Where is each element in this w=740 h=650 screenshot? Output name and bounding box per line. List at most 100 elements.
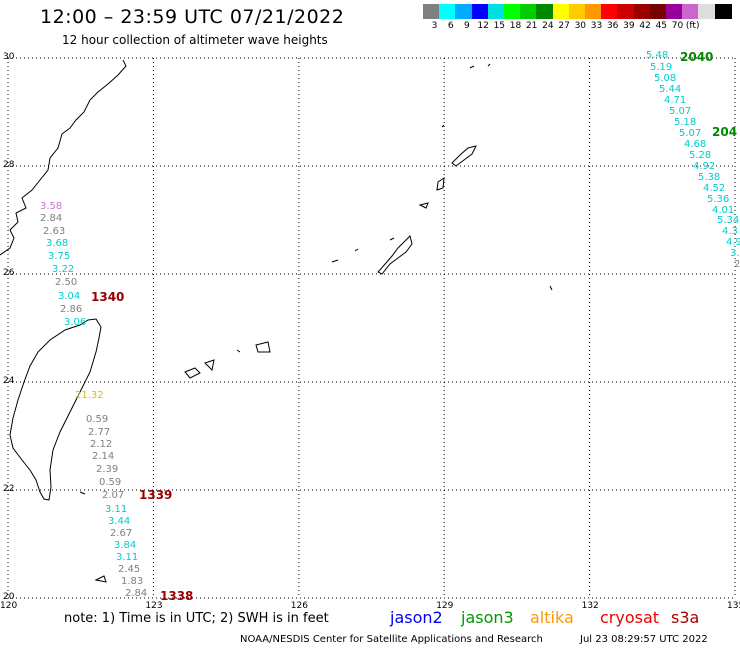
lat-tick-label: 24 bbox=[3, 376, 15, 386]
swh-value: 3.58 bbox=[40, 201, 63, 212]
scale-swatch bbox=[471, 4, 489, 19]
map-title: 12:00 – 23:59 UTC 07/21/2022 bbox=[40, 6, 345, 28]
swh-value: 1.83 bbox=[121, 576, 144, 587]
scale-swatch bbox=[487, 4, 505, 19]
swh-value: 5.28 bbox=[689, 150, 712, 161]
swh-value: 2.67 bbox=[110, 528, 133, 539]
sat-label-cryosat: cryosat bbox=[600, 608, 660, 627]
scale-swatch bbox=[585, 4, 602, 19]
sat-label-jason2: jason2 bbox=[390, 608, 443, 627]
swh-value: 5.19 bbox=[650, 62, 673, 73]
swh-value: 5.18 bbox=[674, 117, 697, 128]
swh-value: 5.34 bbox=[717, 215, 740, 226]
swh-value: 4.01 bbox=[712, 205, 735, 216]
china-coast bbox=[0, 59, 127, 256]
swh-value: 2.12 bbox=[90, 439, 113, 450]
swh-value: 0.59 bbox=[86, 414, 109, 425]
islands bbox=[79, 63, 553, 583]
pass-label-2040: 2040 bbox=[680, 50, 714, 64]
swh-value: 5.07 bbox=[669, 106, 692, 117]
scale-label: 45 bbox=[655, 21, 668, 31]
swh-value: 3.11 bbox=[116, 552, 139, 563]
scale-swatch bbox=[520, 4, 538, 19]
scale-swatch bbox=[439, 4, 457, 19]
swh-value: 5.48 bbox=[646, 50, 669, 61]
lat-tick-label: 28 bbox=[3, 160, 15, 170]
swh-value: 3.11 bbox=[105, 504, 128, 515]
okinawa-coast bbox=[377, 235, 413, 275]
swh-value: 3.75 bbox=[48, 251, 71, 262]
swh-value: 5.36 bbox=[707, 194, 730, 205]
lon-tick-label: 126 bbox=[290, 601, 308, 611]
swh-value: 5.44 bbox=[659, 84, 682, 95]
scale-label: 21 bbox=[525, 21, 538, 31]
lon-tick-label: 135 bbox=[727, 601, 740, 611]
footnote: note: 1) Time is in UTC; 2) SWH is in fe… bbox=[64, 611, 329, 626]
scale-swatch bbox=[601, 4, 619, 19]
lon-tick-label: 120 bbox=[0, 601, 18, 611]
scale-swatch bbox=[617, 4, 635, 19]
swh-value: 3.44 bbox=[108, 516, 131, 527]
swh-value: 4.9 bbox=[726, 237, 740, 248]
scale-label: 27 bbox=[558, 21, 570, 31]
swh-value: 2.45 bbox=[118, 564, 141, 575]
scale-label: 70 bbox=[671, 21, 684, 31]
amami-coast bbox=[451, 145, 477, 167]
scale-label: 18 bbox=[509, 21, 522, 31]
lat-tick-label: 20 bbox=[3, 592, 15, 602]
scale-swatch bbox=[682, 4, 700, 19]
swh-value: 2.63 bbox=[43, 226, 66, 237]
pass-label-204: 204 bbox=[712, 125, 738, 139]
swh-value: 3. bbox=[730, 248, 740, 259]
scale-label: 3 bbox=[431, 21, 438, 31]
swh-value: 2.86 bbox=[60, 304, 83, 315]
scale-unit: (ft) bbox=[685, 21, 700, 31]
scale-label: 12 bbox=[477, 21, 489, 31]
scale-label: 24 bbox=[542, 21, 554, 31]
pass-label-1339: 1339 bbox=[139, 488, 173, 502]
scale-swatch bbox=[666, 4, 683, 19]
scale-label: 6 bbox=[447, 21, 454, 31]
scale-swatch bbox=[714, 4, 732, 19]
sat-label-s3a: s3a bbox=[671, 608, 700, 627]
sat-label-altika: altika bbox=[530, 608, 574, 627]
lat-tick-label: 26 bbox=[3, 268, 15, 278]
scale-label: 36 bbox=[606, 21, 619, 31]
swh-value: 4.52 bbox=[703, 183, 726, 194]
swh-value: 5.38 bbox=[698, 172, 721, 183]
sat-label-jason3: jason3 bbox=[461, 608, 514, 627]
swh-value: 3.04 bbox=[58, 291, 81, 302]
coastlines bbox=[0, 59, 553, 583]
swh-value: 0.59 bbox=[99, 477, 122, 488]
scale-label: 39 bbox=[623, 21, 635, 31]
scale-swatch bbox=[552, 4, 570, 19]
swh-value: 2.84 bbox=[40, 213, 63, 224]
generated-timestamp: Jul 23 08:29:57 UTC 2022 bbox=[580, 634, 708, 645]
swh-value: 5.07 bbox=[679, 128, 702, 139]
swh-value: 4.3 bbox=[722, 226, 738, 237]
scale-swatch bbox=[633, 4, 651, 19]
map-subtitle: 12 hour collection of altimeter wave hei… bbox=[62, 33, 328, 47]
credit-line: NOAA/NESDIS Center for Satellite Applica… bbox=[240, 634, 543, 645]
scale-swatch bbox=[536, 4, 554, 19]
pass-label-1338: 1338 bbox=[160, 589, 194, 603]
scale-label: 33 bbox=[590, 21, 603, 31]
swh-value: 2.77 bbox=[88, 427, 111, 438]
scale-label: 15 bbox=[493, 21, 506, 31]
taiwan-coast bbox=[9, 318, 102, 501]
swh-value: 3.06 bbox=[64, 317, 87, 328]
swh-value: 2.07 bbox=[102, 490, 125, 501]
swh-value: 21.32 bbox=[75, 390, 104, 401]
lon-tick-label: 132 bbox=[581, 601, 599, 611]
lon-tick-label: 123 bbox=[145, 601, 163, 611]
swh-value: 4.68 bbox=[684, 139, 707, 150]
swh-value: 3.84 bbox=[114, 540, 137, 551]
swh-value: 2.84 bbox=[125, 588, 148, 599]
swh-value: 3.22 bbox=[52, 264, 75, 275]
swh-value: 2.14 bbox=[92, 451, 115, 462]
swh-value: 5.08 bbox=[654, 73, 677, 84]
swh-value: 2 bbox=[734, 259, 740, 270]
lat-tick-label: 30 bbox=[3, 52, 15, 62]
lat-tick-label: 22 bbox=[3, 484, 15, 494]
